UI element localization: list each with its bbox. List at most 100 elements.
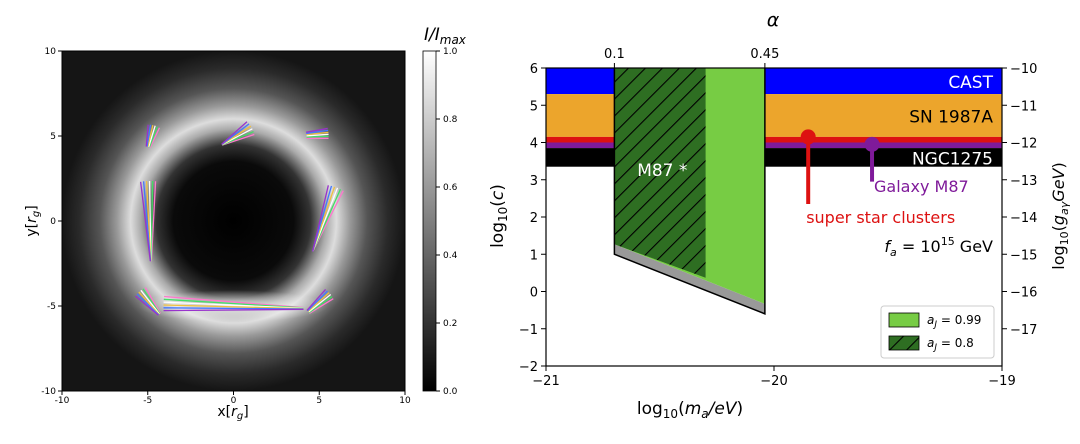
right-y-tick-label: −1 [519, 323, 538, 338]
polarization-tick-left [148, 180, 152, 261]
polarization-tick-left [150, 181, 154, 262]
polarization-tick-top-right [306, 131, 329, 136]
legend-label-aj-099: aJ = 0.99 [927, 313, 981, 330]
polarization-tick-top-left [145, 124, 149, 147]
polarization-tick-top-center [221, 133, 255, 146]
intensity-map [62, 51, 405, 391]
right-y-ticks: −2 −1 0 1 2 3 4 5 6 [519, 62, 546, 375]
colorbar-tick-label: 0.0 [443, 387, 458, 397]
left-x-tick-label: -5 [143, 396, 152, 406]
colorbar-tick-label: 0.6 [443, 183, 458, 193]
polarization-tick-top-right [306, 129, 329, 135]
colorbar-tick-label: 0.8 [443, 115, 458, 125]
polarization-tick-bottom-center [163, 307, 304, 310]
right-y-tick-label: 1 [530, 248, 538, 263]
polarization-lines [134, 121, 344, 316]
colorbar-tick-label: 0.2 [443, 319, 457, 329]
right-y-tick-label: 5 [530, 99, 538, 114]
polarization-tick-bottom-center [163, 308, 304, 312]
colorbar-tick-label: 0.4 [443, 251, 458, 261]
polarization-tick-bottom-right [309, 298, 334, 314]
right-x-tick-label: −19 [988, 374, 1015, 389]
region-outline [613, 68, 766, 315]
polarization-tick-bottom-center [163, 301, 304, 309]
secondary-y-ticks: −10 −11 −12 −13 −14 −15 −16 −17 [1002, 62, 1037, 338]
polarization-tick-top-center [221, 123, 250, 145]
left-y-tick-label: -5 [47, 302, 56, 312]
colorbar-tick-label: 1.0 [443, 47, 458, 57]
polarization-tick-top-center [221, 125, 252, 145]
left-x-ticks: -10 -5 0 5 10 [55, 391, 411, 406]
legend: aJ = 0.99 aJ = 0.8 [880, 305, 995, 359]
polarization-tick-bottom-left [138, 291, 160, 315]
polarization-tick-bottom-left [136, 293, 160, 316]
secondary-y-tick-label: −15 [1010, 248, 1037, 263]
left-x-tick-label: 10 [399, 396, 411, 406]
secondary-y-tick-label: −17 [1010, 323, 1037, 338]
polarization-tick-bottom-right [308, 296, 333, 314]
marker-dot-galaxy-m87 [864, 136, 880, 152]
ngc1275-label: NGC1275 [912, 149, 993, 169]
left-y-ticks: 10 5 0 -5 -10 [41, 47, 62, 397]
polarization-tick-top-left [148, 125, 156, 147]
legend-swatch-aj-099 [888, 312, 920, 328]
polarization-tick-bottom-right [306, 289, 327, 311]
cast-label: CAST [948, 73, 993, 93]
region-aj-08 [614, 68, 706, 278]
polarization-tick-left [142, 181, 152, 262]
polarization-tick-left [145, 181, 152, 262]
right-x-tick-label: −21 [532, 374, 559, 389]
left-y-axis-label: y[rg] [24, 205, 42, 236]
legend-swatch-aj-08 [888, 335, 920, 351]
polarization-tick-top-left [147, 124, 154, 147]
left-x-tick-label: -10 [55, 396, 70, 406]
polarization-tick-top-center [221, 130, 254, 146]
left-y-tick-label: 10 [45, 47, 57, 57]
polarization-tick-top-right [306, 135, 329, 138]
annotations: CAST SN 1987A NGC1275 Galaxy M87 super star … [637, 73, 993, 259]
right-x-axis-label: log10(ma/eV) [637, 399, 743, 421]
secondary-y-tick-label: −16 [1010, 286, 1037, 301]
colorbar [422, 50, 437, 392]
secondary-y-axis-label: log10(gaγGeV) [1049, 162, 1071, 270]
polarization-tick-top-left [148, 126, 158, 148]
bright-ring-segment [138, 290, 329, 322]
axion-constraint-panel: CAST SN 1987A NGC1275 Galaxy M87 super star … [488, 9, 1071, 421]
secondary-y-tick-label: −12 [1010, 137, 1037, 152]
secondary-y-tick-label: −14 [1010, 211, 1037, 226]
polarization-tick-top-right [305, 127, 328, 133]
black-hole-image-panel: -10 -5 0 5 10 10 5 0 -5 -10 x[rg] y[rg] 1.0 0.8 0.… [24, 25, 467, 422]
limit-markers [800, 129, 880, 204]
left-y-tick-label: 5 [50, 132, 56, 142]
secondary-y-tick-label: −11 [1010, 99, 1037, 114]
left-y-tick-label: 0 [50, 217, 56, 227]
polarization-tick-bottom-right [307, 290, 328, 312]
left-x-axis-label: x[rg] [217, 404, 248, 422]
polarization-tick-top-left [149, 127, 161, 148]
galaxy-m87-label: Galaxy M87 [874, 177, 969, 196]
right-x-ticks: −21 −20 −19 [532, 366, 1016, 389]
marker-dot-super-star-clusters [800, 129, 816, 145]
polarization-tick-bottom-left [142, 288, 161, 315]
sn1987a-label: SN 1987A [909, 107, 993, 127]
legend-label-aj-08: aJ = 0.8 [927, 336, 974, 353]
right-y-tick-label: 3 [530, 174, 538, 189]
top-alpha-tick-label: 0.45 [750, 47, 779, 62]
polarization-tick-bottom-center [163, 298, 304, 309]
polarization-tick-bottom-center [163, 304, 304, 310]
secondary-y-tick-label: −13 [1010, 174, 1037, 189]
polarization-tick-bottom-right [308, 294, 332, 313]
top-alpha-tick-label: 0.1 [604, 47, 625, 62]
right-y-tick-label: 2 [530, 211, 538, 226]
polarization-tick-right [312, 185, 329, 252]
colorbar-label: I/Imax [424, 25, 467, 47]
m87-label: M87 * [637, 161, 687, 181]
right-y-tick-label: 0 [530, 286, 538, 301]
polarization-tick-bottom-center [163, 295, 304, 309]
right-y-tick-label: −2 [519, 360, 538, 375]
secondary-y-tick-label: −10 [1010, 62, 1037, 77]
left-x-tick-label: 5 [316, 396, 322, 406]
right-x-tick-label: −20 [760, 374, 787, 389]
excluded-regions [613, 68, 766, 315]
right-y-tick-label: 4 [530, 137, 538, 152]
